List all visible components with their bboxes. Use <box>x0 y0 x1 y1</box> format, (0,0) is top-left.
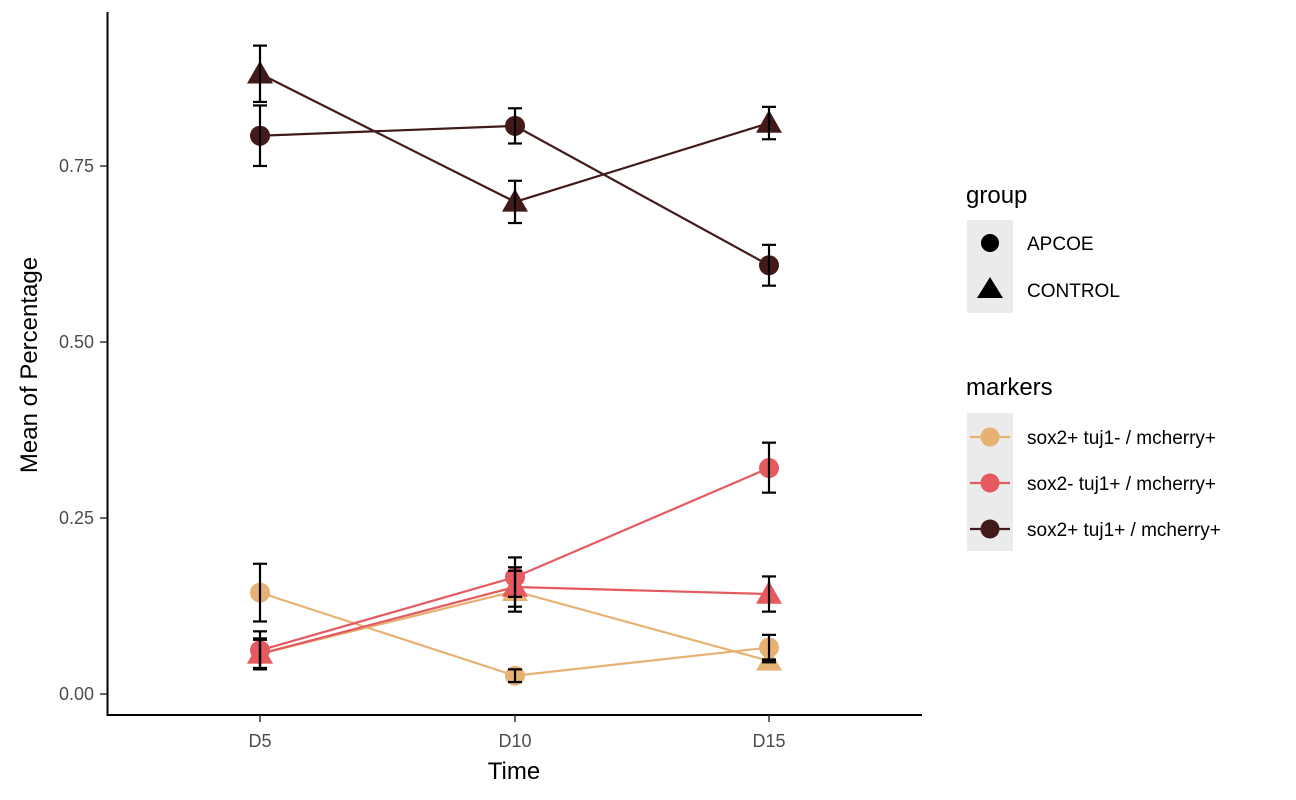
y-axis-ticks: 0.00 0.25 0.50 0.75 <box>59 156 107 704</box>
legend-group-label: CONTROL <box>1027 281 1120 302</box>
legend-markers-title: markers <box>966 374 1053 401</box>
error-bar <box>762 441 776 494</box>
error-bar <box>762 575 776 613</box>
legend-group-key-background <box>967 220 1013 313</box>
error-bar <box>508 668 522 684</box>
legend-markers-label: sox2+ tuj1+ / mcherry+ <box>1027 520 1221 541</box>
x-tick-label: D10 <box>498 731 531 751</box>
error-bar <box>253 44 267 104</box>
legend-markers-label: sox2+ tuj1- / mcherry+ <box>1027 428 1216 449</box>
x-tick-label: D5 <box>248 731 271 751</box>
error-bar <box>253 104 267 168</box>
legend-group-label: APCOE <box>1027 234 1094 255</box>
legend-markers-label: sox2- tuj1+ / mcherry+ <box>1027 474 1216 495</box>
y-axis-title: Mean of Percentage <box>16 257 43 473</box>
x-axis-ticks: D5 D10 D15 <box>248 715 786 751</box>
plot-area <box>247 44 782 686</box>
legend-group: group APCOE CONTROL <box>966 182 1120 313</box>
y-tick-label: 0.25 <box>59 508 94 528</box>
error-bar <box>762 658 776 664</box>
error-bar <box>762 243 776 287</box>
x-tick-label: D15 <box>752 731 785 751</box>
legend-marker-key-dot <box>980 519 1000 539</box>
legend-group-title: group <box>966 182 1027 209</box>
error-bar <box>253 638 267 670</box>
legend-marker-key-dot <box>980 427 1000 447</box>
legend-triangle-key <box>977 277 1003 298</box>
legend-marker-key-dot <box>980 473 1000 493</box>
y-tick-label: 0.00 <box>59 684 94 704</box>
error-bar <box>253 562 267 623</box>
legend-markers: markers sox2+ tuj1- / mcherry+ sox2- tuj… <box>966 374 1221 551</box>
legend-circle-key <box>981 234 999 252</box>
error-bar <box>508 107 522 145</box>
y-tick-label: 0.50 <box>59 332 94 352</box>
error-bar <box>508 179 522 225</box>
y-tick-label: 0.75 <box>59 156 94 176</box>
x-axis-title: Time <box>488 758 540 785</box>
error-bar <box>762 105 776 141</box>
error-bar <box>508 566 522 608</box>
